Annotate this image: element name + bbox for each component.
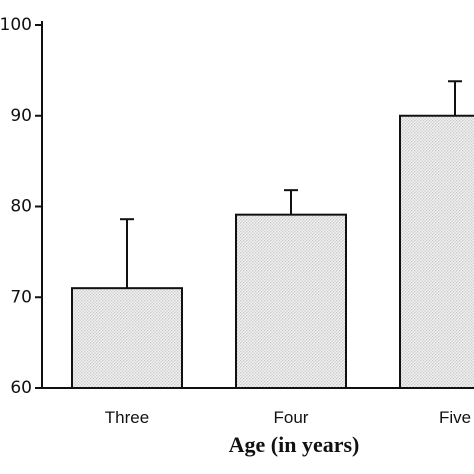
bar bbox=[399, 114, 474, 389]
x-tick-label: Four bbox=[274, 408, 309, 427]
y-tick-label: 70 bbox=[10, 287, 32, 307]
bar bbox=[71, 287, 183, 389]
y-tick-label: 100 bbox=[0, 15, 32, 35]
y-tick-label: 60 bbox=[10, 378, 32, 398]
x-tick-label: Five bbox=[439, 408, 471, 427]
y-tick-label: 90 bbox=[10, 106, 32, 126]
bar bbox=[235, 213, 347, 389]
x-tick-label: Three bbox=[105, 408, 149, 427]
y-tick-label: 80 bbox=[10, 197, 32, 217]
x-axis-title: Age (in years) bbox=[229, 432, 360, 457]
